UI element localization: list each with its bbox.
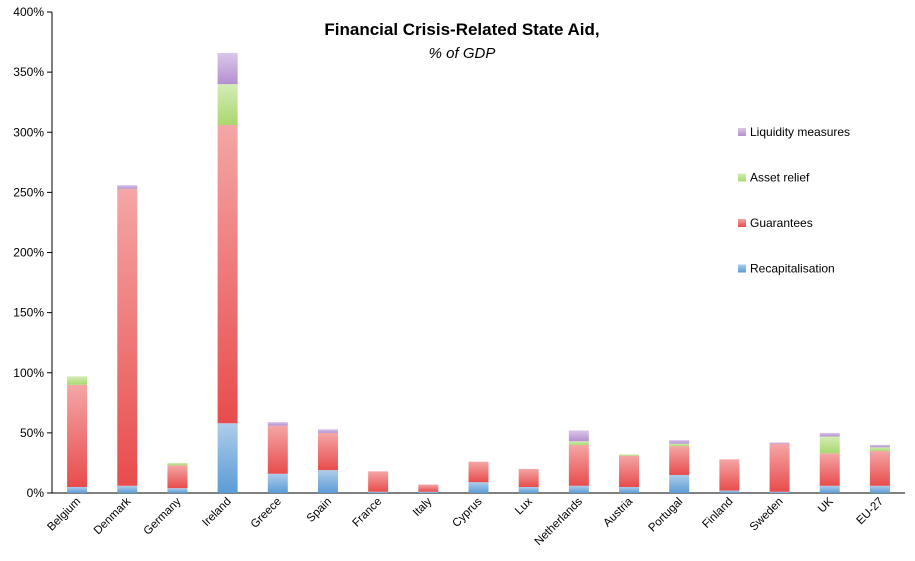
x-tick-label: Greece: [249, 496, 284, 531]
x-tick-label: Spain: [305, 496, 334, 525]
bar-segment: [518, 486, 539, 493]
y-tick-label: 150%: [13, 306, 44, 320]
bar-segment: [518, 468, 539, 487]
x-tick-label: Cyprus: [450, 495, 484, 529]
x-tick-label: Ireland: [200, 496, 233, 529]
bar-segment: [117, 188, 138, 486]
y-tick-label: 100%: [13, 366, 44, 380]
bar-segment: [267, 422, 288, 426]
bar-segment: [167, 465, 188, 489]
y-tick-label: 200%: [13, 246, 44, 260]
legend-label: Guarantees: [750, 216, 813, 230]
y-tick-label: 300%: [13, 125, 44, 139]
legend: Liquidity measures Asset relief Guarantees…: [738, 125, 850, 276]
bar-segment: [819, 432, 840, 437]
bar-segment: [568, 441, 589, 445]
legend-label: Recapitalisation: [750, 262, 835, 276]
bar-segment: [167, 462, 188, 466]
bar-segment: [267, 473, 288, 493]
bar-segment: [669, 474, 690, 493]
bar-segment: [869, 444, 890, 448]
x-tick-label: Belgium: [45, 496, 83, 534]
chart-title: Financial Crisis-Related State Aid,: [324, 20, 599, 39]
x-tick-label: Portugal: [647, 496, 686, 535]
bar-segment: [769, 491, 790, 493]
bar-segment: [117, 485, 138, 493]
y-tick-label: 350%: [13, 65, 44, 79]
x-tick-label: Sweden: [748, 496, 786, 534]
legend-label: Liquidity measures: [750, 125, 850, 139]
bars: [67, 52, 890, 493]
bar-segment: [819, 436, 840, 454]
bar-segment: [317, 432, 338, 471]
legend-swatch: [738, 173, 746, 182]
legend-swatch: [738, 219, 746, 227]
y-tick-label: 0%: [27, 486, 45, 500]
bar-segment: [669, 446, 690, 475]
bar-segment: [67, 376, 88, 385]
bar-segment: [619, 455, 640, 487]
y-tick-label: 250%: [13, 185, 44, 199]
bar-segment: [819, 453, 840, 486]
y-ticks: 0% 50% 100% 150% 200% 250% 300% 350% 400%: [13, 5, 52, 500]
bar-segment: [468, 461, 489, 483]
bar-segment: [719, 490, 740, 493]
bar-segment: [217, 423, 238, 493]
bar-segment: [67, 486, 88, 493]
x-tick-label: Germany: [142, 495, 184, 537]
y-tick-label: 50%: [20, 426, 44, 440]
bar-segment: [317, 429, 338, 433]
bar-segment: [368, 491, 389, 493]
bar-segment: [869, 447, 890, 451]
chart-subtitle: % of GDP: [429, 45, 496, 62]
bar-segment: [217, 125, 238, 424]
bar-segment: [468, 482, 489, 493]
bar-segment: [568, 444, 589, 486]
legend-swatch: [738, 264, 746, 273]
bar-segment: [418, 484, 439, 492]
x-tick-label: Italy: [411, 495, 435, 519]
legend-swatch: [738, 128, 746, 136]
bar-segment: [869, 485, 890, 493]
x-labels: Belgium Denmark Germany Ireland Greece Spain F…: [45, 495, 886, 548]
bar-segment: [267, 425, 288, 474]
bar-segment: [117, 185, 138, 189]
bar-segment: [568, 430, 589, 442]
bar-segment: [619, 486, 640, 493]
x-tick-label: EU-27: [854, 496, 886, 528]
x-tick-label: France: [350, 496, 384, 530]
x-tick-label: Netherlands: [533, 495, 586, 548]
x-tick-label: Lux: [513, 495, 535, 517]
bar-segment: [568, 485, 589, 493]
bar-segment: [67, 384, 88, 487]
bar-segment: [418, 491, 439, 493]
bar-segment: [669, 443, 690, 447]
x-tick-label: Finland: [700, 496, 735, 531]
bar-segment: [719, 459, 740, 491]
bar-segment: [217, 84, 238, 126]
bar-segment: [819, 485, 840, 493]
x-tick-label: UK: [816, 495, 836, 515]
bar-segment: [217, 52, 238, 85]
bar-segment: [368, 471, 389, 492]
bar-segment: [869, 450, 890, 486]
legend-label: Asset relief: [750, 171, 810, 185]
bar-segment: [167, 488, 188, 493]
bar-segment: [619, 454, 640, 456]
bar-segment: [669, 440, 690, 444]
x-tick-label: Denmark: [92, 495, 134, 537]
bar-segment: [317, 470, 338, 493]
y-tick-label: 400%: [13, 5, 44, 19]
bar-segment: [769, 442, 790, 444]
x-tick-label: Austria: [601, 495, 635, 529]
bar-segment: [769, 443, 790, 492]
